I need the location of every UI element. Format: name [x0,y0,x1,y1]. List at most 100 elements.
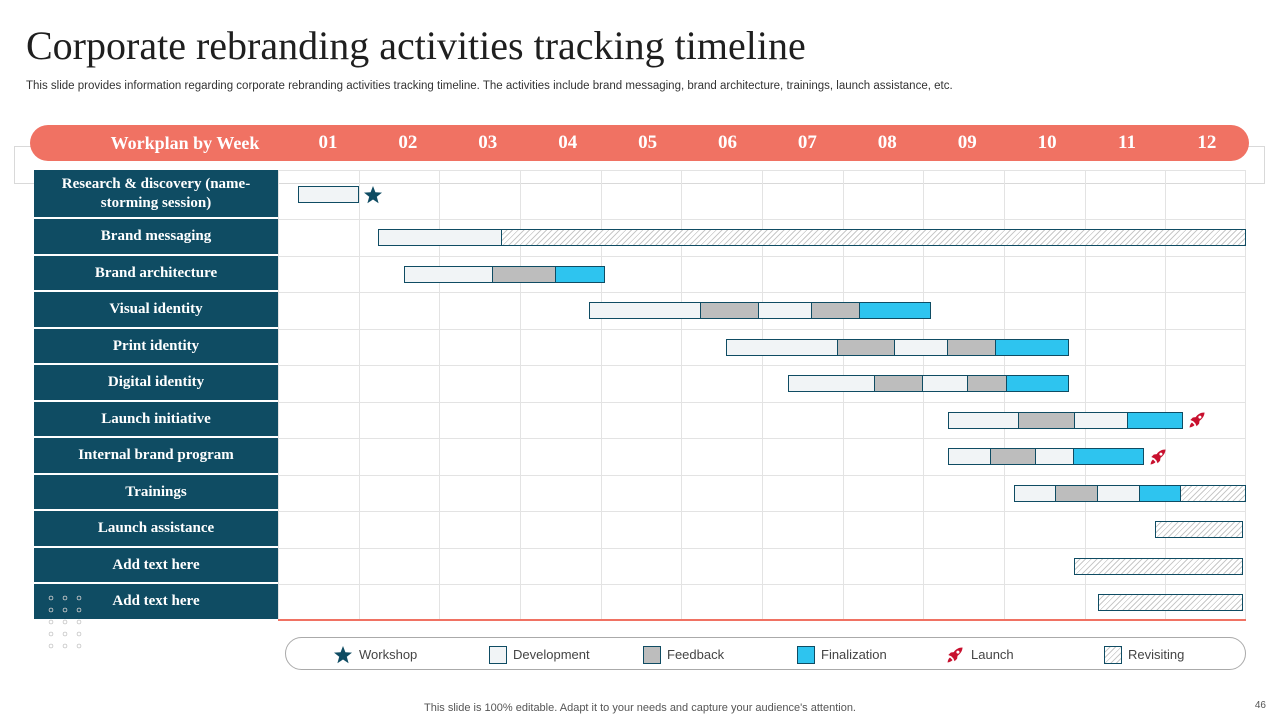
development-bar [1074,411,1129,429]
legend-item-finalization: Finalization [797,638,887,671]
week-label: 11 [1118,132,1136,153]
page-number: 46 [1254,700,1266,711]
development-bar [895,338,949,356]
grid-row-line [278,511,1246,512]
week-label: 12 [1197,132,1217,153]
development-bar [1098,484,1140,502]
feedback-swatch [643,645,661,664]
week-label: 01 [318,132,338,153]
activity-label: Add text here [34,548,278,584]
development-bar [1014,484,1056,502]
feedback-bar [991,448,1037,465]
legend-label: Development [513,647,590,662]
grid-row-line [278,219,1246,220]
legend: Workshop Development Feedback Finalization L… [285,637,1246,670]
grid-row-line [278,170,1246,171]
grid-column-line [1165,170,1167,619]
week-label: 03 [478,132,498,153]
footer-note: This slide is 100% editable. Adapt it to… [424,702,856,714]
grid-row-line [278,402,1246,403]
grid-row-line [278,475,1246,476]
feedback-bar [967,375,1008,392]
activity-label: Launch initiative [34,402,278,438]
activity-label: Launch assistance [34,511,278,548]
legend-label: Launch [971,647,1014,662]
development-bar [298,186,359,203]
development-bar [922,375,968,392]
revisiting-bar [1074,557,1243,575]
slide-title: Corporate rebranding activities tracking… [26,23,806,68]
finalization-bar [1128,411,1184,429]
grid-column-line [1004,170,1005,619]
development-bar [378,229,503,246]
activity-label: Digital identity [34,365,278,402]
feedback-bar [837,338,896,356]
activity-label: Brand messaging [34,219,278,256]
development-bar [1036,448,1075,465]
gantt-chart: Research & discovery (name-storming sess… [34,170,1246,621]
star-icon [363,185,383,205]
revisiting-bar [1154,521,1243,538]
legend-label: Workshop [359,647,418,662]
finalization-bar [1007,375,1069,392]
grid-row-line [278,584,1246,585]
feedback-bar [492,265,557,283]
activity-label: Add text here [34,584,278,621]
development-bar [947,448,992,465]
development-bar [947,411,1019,429]
development-bar [725,338,838,356]
workplan-header-label: Workplan by Week [110,133,260,153]
grid-column-line [1084,170,1086,619]
week-label: 05 [638,132,658,153]
grid-row-line [278,329,1246,330]
grid-column-line [923,170,925,619]
legend-item-feedback: Feedback [643,638,724,671]
activity-label: Trainings [34,475,278,511]
activity-label: Print identity [34,329,278,365]
finalization-bar [1074,448,1145,465]
activity-label-column: Research & discovery (name-storming sess… [34,170,278,621]
grid-column-line [842,170,844,619]
rocket-icon [1187,410,1207,430]
revisiting-bar [1180,484,1246,502]
feedback-bar [812,302,861,319]
week-label: 08 [877,132,897,153]
grid-row-line [278,548,1246,549]
legend-item-workshop: Workshop [333,638,417,671]
development-bar [403,265,493,283]
revisiting-bar [502,229,1246,246]
timeline-grid [278,170,1246,621]
legend-item-development: Development [489,638,590,671]
finalization-bar [1139,484,1181,502]
grid-column-line [520,170,521,619]
slide-subtitle: This slide provides information regardin… [26,80,953,92]
development-swatch [489,645,507,664]
finalization-swatch [797,645,815,664]
legend-label: Finalization [821,647,887,662]
week-label: 06 [718,132,737,153]
finalization-bar [556,265,605,283]
activity-label: Internal brand program [34,438,278,475]
development-bar [589,302,701,319]
feedback-bar [1018,411,1075,429]
legend-label: Revisiting [1128,647,1185,662]
activity-label: Research & discovery (name-storming sess… [34,170,278,219]
grid-column-line [358,170,360,619]
grid-column-line [681,170,683,619]
legend-item-launch: Launch [945,638,1014,671]
grid-column-line [762,170,763,619]
feedback-bar [700,302,759,319]
week-label: 04 [558,132,578,153]
week-label: 02 [398,132,418,153]
development-bar [787,375,875,392]
star-icon [333,645,353,665]
feedback-bar [1055,484,1099,502]
development-bar [758,302,812,319]
rocket-icon [945,645,965,665]
week-label: 10 [1037,132,1057,153]
activity-label: Visual identity [34,292,278,329]
grid-column-line [600,170,602,619]
grid-row-line [278,292,1246,293]
grid-column-line [439,170,441,619]
week-label: 09 [957,132,977,153]
